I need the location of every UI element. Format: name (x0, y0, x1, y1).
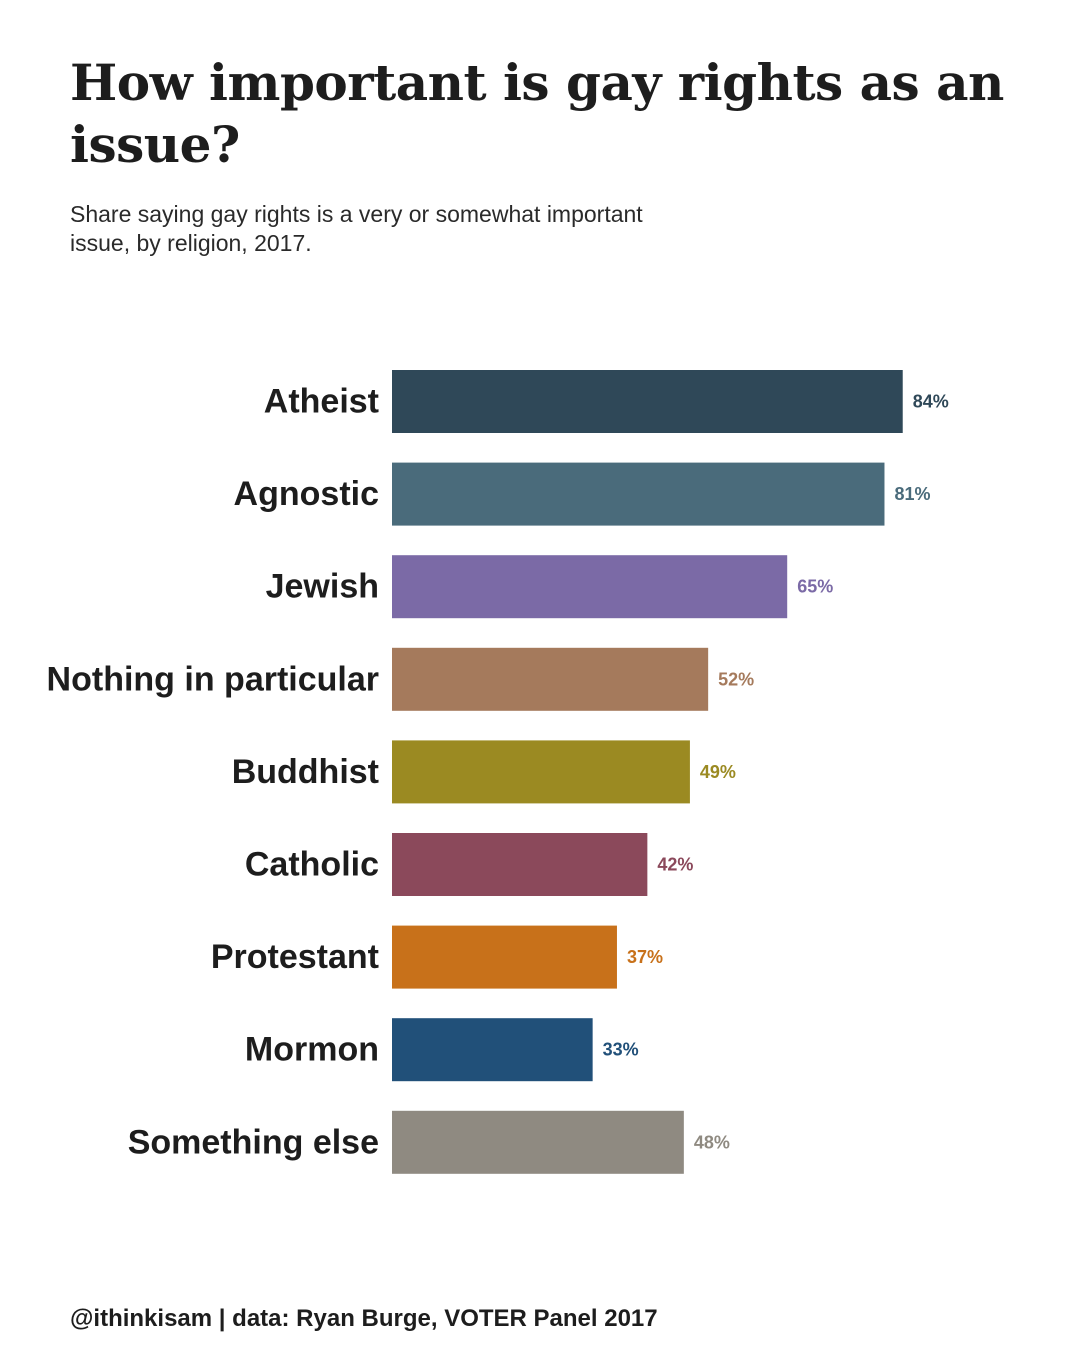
bar-jewish (392, 555, 788, 619)
category-label-jewish: Jewish (266, 568, 379, 606)
value-label-nothing-in-particular: 52% (718, 669, 754, 689)
bar-nothing-in-particular (392, 647, 709, 711)
category-label-atheist: Atheist (264, 383, 379, 421)
chart-caption: @ithinkisam | data: Ryan Burge, VOTER Pa… (70, 1305, 658, 1332)
bar-agnostic (392, 462, 885, 526)
bar-buddhist (392, 740, 690, 804)
value-label-catholic: 42% (657, 855, 693, 875)
category-label-buddhist: Buddhist (232, 753, 379, 791)
value-label-mormon: 33% (603, 1040, 639, 1060)
value-label-protestant: 37% (627, 947, 663, 967)
value-label-agnostic: 81% (894, 484, 930, 504)
category-label-something-else: Something else (128, 1123, 379, 1161)
bar-mormon (392, 1018, 593, 1082)
value-label-atheist: 84% (913, 392, 949, 412)
value-label-something-else: 48% (694, 1132, 730, 1152)
chart-title: How important is gay rights as an issue? (70, 53, 1004, 174)
chart-subtitle: Share saying gay rights is a very or som… (70, 201, 643, 256)
value-label-buddhist: 49% (700, 762, 736, 782)
category-label-catholic: Catholic (245, 846, 379, 884)
category-label-agnostic: Agnostic (234, 475, 379, 513)
bar-atheist (392, 370, 903, 433)
category-label-nothing-in-particular: Nothing in particular (47, 660, 379, 698)
bar-something-else (392, 1110, 684, 1174)
category-label-protestant: Protestant (211, 938, 379, 976)
value-label-jewish: 65% (797, 577, 833, 597)
category-label-mormon: Mormon (245, 1031, 379, 1069)
bar-protestant (392, 925, 617, 989)
bar-catholic (392, 833, 648, 896)
bars-group: Atheist 84% Agnostic 81% Jewish 65% Nothing in… (47, 370, 949, 1174)
